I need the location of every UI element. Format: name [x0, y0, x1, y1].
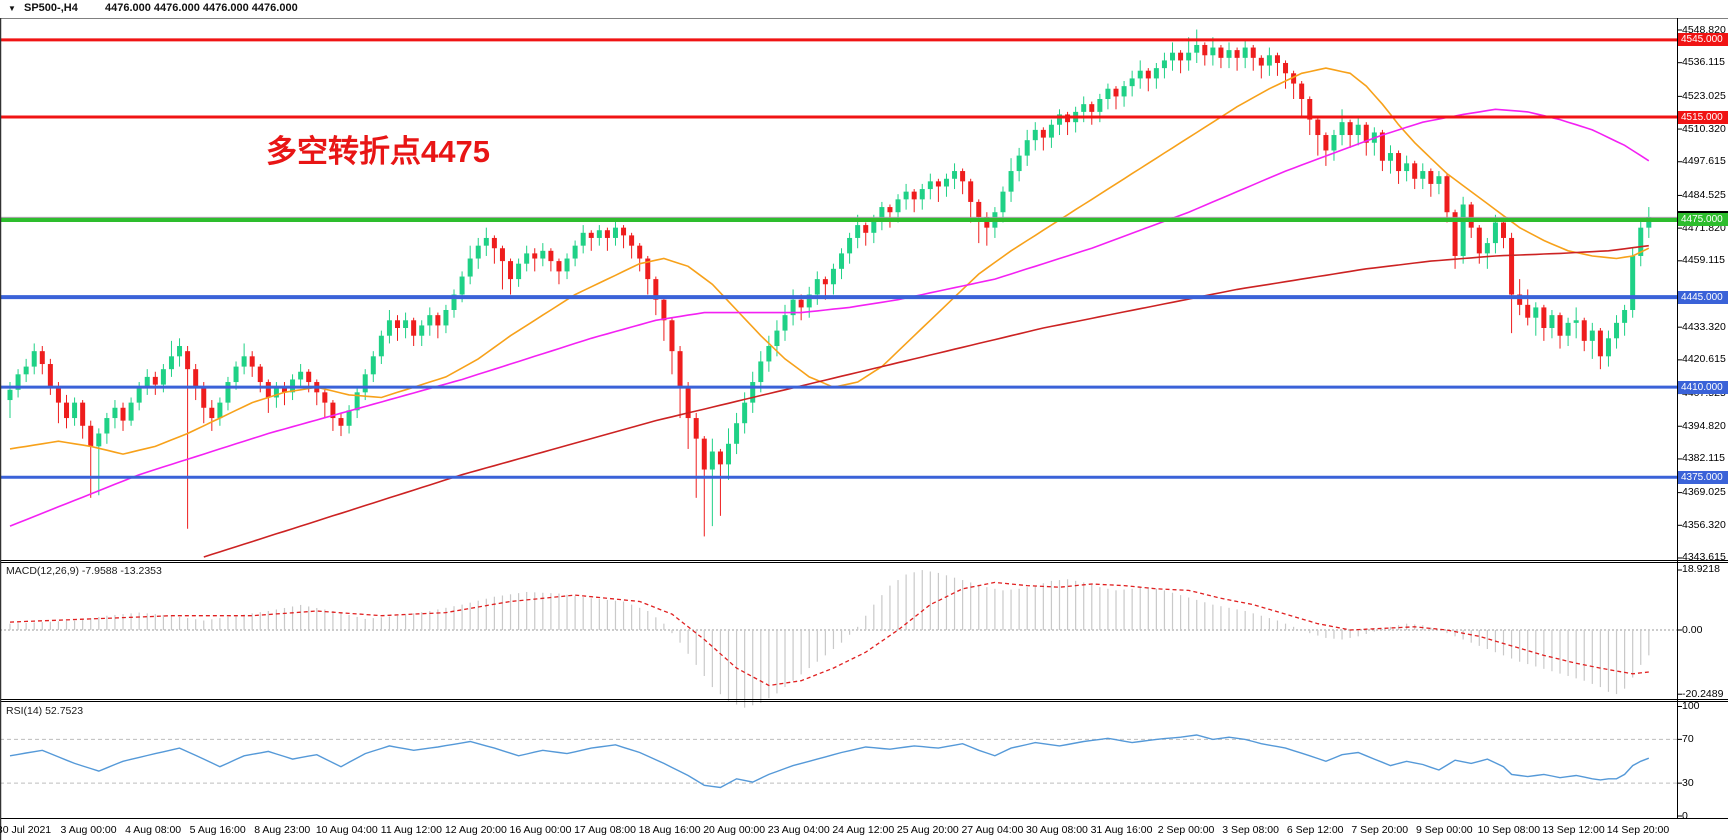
- time-axis-label: 10 Sep 08:00: [1477, 824, 1541, 836]
- price-level-badge: 4545.000: [1678, 33, 1728, 47]
- time-axis-label: 18 Aug 16:00: [638, 824, 701, 836]
- time-axis-label: 30 Jul 2021: [0, 824, 52, 836]
- price-axis-label: 4536.115: [1682, 56, 1726, 69]
- time-axis-label: 14 Sep 20:00: [1606, 824, 1670, 836]
- macd-axis-label: -20.2489: [1682, 687, 1724, 700]
- macd-indicator-label: MACD(12,26,9) -7.9588 -13.2353: [6, 565, 162, 577]
- macd-axis-label: 0.00: [1682, 623, 1703, 636]
- time-axis-label: 3 Sep 08:00: [1222, 824, 1279, 836]
- price-level-badge: 4410.000: [1678, 380, 1728, 394]
- time-axis-label: 24 Aug 12:00: [832, 824, 895, 836]
- chart-annotation-text: 多空转折点4475: [266, 134, 490, 169]
- ma-fast-orange: [9, 67, 1650, 455]
- rsi-line: [9, 734, 1650, 789]
- time-axis-label: 17 Aug 08:00: [574, 824, 636, 836]
- price-level-badge: 4475.000: [1678, 213, 1728, 227]
- price-level-badge: 4445.000: [1678, 290, 1728, 304]
- time-axis-label: 27 Aug 04:00: [961, 824, 1024, 836]
- ma-mid-magenta: [9, 108, 1650, 527]
- time-axis-label: 8 Aug 23:00: [254, 824, 311, 836]
- rsi-axis-label: 30: [1682, 776, 1694, 789]
- ohlc-values-label: 4476.000 4476.000 4476.000 4476.000: [105, 2, 298, 14]
- price-axis-label: 4484.525: [1682, 188, 1726, 201]
- time-axis-label: 31 Aug 16:00: [1090, 824, 1153, 836]
- time-axis-label: 30 Aug 08:00: [1026, 824, 1088, 836]
- price-level-badge: 4375.000: [1678, 470, 1728, 484]
- price-axis-label: 4459.115: [1682, 254, 1726, 267]
- time-axis-label: 20 Aug 00:00: [703, 824, 766, 836]
- macd-histogram: [9, 570, 1650, 708]
- price-axis-label: 4548.820: [1682, 23, 1726, 36]
- price-axis-label: 4497.615: [1682, 155, 1726, 168]
- price-axis-label: 4343.615: [1682, 551, 1726, 564]
- rsi-axis-label: 0: [1682, 809, 1688, 822]
- time-axis-label: 5 Aug 16:00: [189, 824, 246, 836]
- time-axis-label: 16 Aug 00:00: [509, 824, 572, 836]
- time-axis-label: 25 Aug 20:00: [896, 824, 959, 836]
- price-axis-label: 4510.320: [1682, 122, 1726, 135]
- ma-slow-red: [203, 244, 1649, 558]
- time-axis-label: 11 Aug 12:00: [380, 824, 442, 836]
- rsi-axis-label: 70: [1682, 732, 1694, 745]
- time-axis-label: 23 Aug 04:00: [767, 824, 830, 836]
- macd-signal-line: [9, 581, 1649, 687]
- symbol-period-label: SP500-,H4: [24, 2, 78, 14]
- time-axis-label: 6 Sep 12:00: [1286, 824, 1344, 836]
- price-axis-label: 4420.615: [1682, 353, 1726, 366]
- price-axis-label: 4523.025: [1682, 89, 1726, 102]
- price-axis-label: 4356.320: [1682, 518, 1726, 531]
- candles-layer: [7, 29, 1652, 537]
- symbol-dropdown-icon[interactable]: ▼: [8, 4, 16, 13]
- time-axis-label: 7 Sep 20:00: [1351, 824, 1409, 836]
- price-axis-label: 4433.320: [1682, 320, 1726, 333]
- price-level-badge: 4515.000: [1678, 110, 1728, 124]
- chart-title-bar: ▼ SP500-,H4 4476.000 4476.000 4476.000 4…: [0, 0, 1728, 18]
- time-axis-label: 10 Aug 04:00: [315, 824, 378, 836]
- time-axis-label: 9 Sep 00:00: [1415, 824, 1473, 836]
- rsi-indicator-label: RSI(14) 52.7523: [6, 705, 84, 717]
- time-axis-label: 3 Aug 00:00: [60, 824, 117, 836]
- price-axis-label: 4369.025: [1682, 486, 1726, 499]
- price-axis-label: 4382.115: [1682, 452, 1726, 465]
- price-axis-label: 4394.820: [1682, 419, 1726, 432]
- time-axis-label: 12 Aug 20:00: [444, 824, 507, 836]
- rsi-axis-label: 100: [1682, 700, 1700, 712]
- time-axis-label: 2 Sep 00:00: [1157, 824, 1215, 836]
- macd-axis-label: 18.9218: [1682, 563, 1720, 576]
- time-axis-label: 13 Sep 12:00: [1542, 824, 1605, 836]
- time-axis-label: 4 Aug 08:00: [125, 824, 182, 836]
